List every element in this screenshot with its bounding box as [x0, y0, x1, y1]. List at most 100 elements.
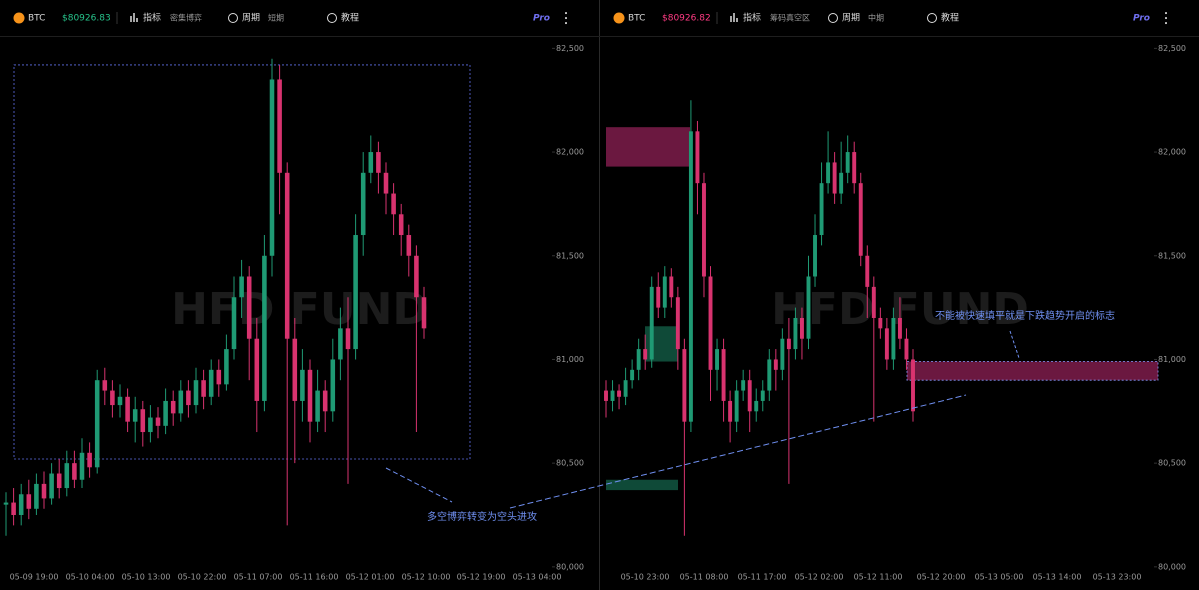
tutorial[interactable]: 教程 [941, 12, 959, 24]
candle-body [170, 400, 176, 414]
candle-body [269, 79, 275, 256]
candle-body [610, 390, 615, 401]
tutorial-icon [327, 13, 337, 23]
candle-body [383, 172, 389, 194]
coin-icon [13, 12, 25, 24]
candle-body [839, 172, 844, 194]
candle-body [675, 297, 680, 350]
candle-body [636, 349, 641, 370]
x-tick-label: 05-12 19:00 [457, 573, 506, 582]
candle-body [178, 390, 184, 414]
candle-body [353, 235, 358, 350]
candle-body [728, 400, 733, 422]
tutorial-icon [927, 13, 937, 23]
candle-body [819, 183, 824, 236]
candle-body [662, 276, 667, 308]
candle-body [125, 396, 130, 422]
candle-body [845, 152, 850, 173]
vacuum-zone [906, 361, 1159, 381]
candle-body [307, 369, 313, 422]
indicator-label[interactable]: 指标 [743, 12, 761, 24]
watermark: HFD FUND [171, 284, 429, 335]
x-tick-label: 05-10 23:00 [621, 573, 670, 582]
candle-body [315, 390, 320, 422]
candle-body [406, 235, 412, 256]
candle-body [330, 359, 336, 412]
candle-body [79, 452, 85, 480]
candle-body [376, 152, 381, 173]
vacuum-zone [606, 479, 678, 491]
indicator-value[interactable]: 密集博弈 [170, 13, 202, 23]
candle-body [421, 297, 427, 329]
candle-body [414, 255, 419, 298]
candle-body [338, 328, 343, 360]
y-tick-label: 80,000 [1158, 562, 1186, 571]
candle-body [56, 473, 62, 489]
candle-body [897, 317, 902, 339]
tutorial[interactable]: 教程 [341, 12, 359, 24]
annotation-arrow [385, 467, 453, 503]
candle-body [277, 79, 282, 173]
candle-body [224, 349, 229, 385]
coin-icon [613, 12, 625, 24]
candle-body [702, 183, 706, 277]
candle-body [163, 400, 168, 426]
candle-body [604, 390, 608, 401]
candle-body [208, 369, 214, 397]
symbol[interactable]: BTC [28, 14, 45, 24]
symbol[interactable]: BTC [628, 14, 645, 24]
indicator-value[interactable]: 筹码真空区 [770, 13, 810, 23]
candle-body [617, 390, 622, 397]
period-label[interactable]: 周期 [842, 13, 860, 24]
period-value[interactable]: 中期 [868, 13, 884, 23]
candle-body [345, 328, 351, 350]
candle-body [669, 276, 674, 298]
candle-body [891, 317, 896, 360]
candle-body [155, 417, 161, 426]
annotation: 不能被快速填平就是下跌趋势开启的标志 [935, 309, 1115, 322]
candle-body [780, 338, 785, 370]
candle-body [708, 276, 713, 370]
range-box [13, 64, 471, 460]
candle-body [852, 152, 857, 184]
x-tick-label: 05-10 22:00 [178, 573, 227, 582]
pro[interactable]: Pro [1133, 14, 1150, 24]
y-tick-label: 82,500 [1158, 44, 1186, 53]
candle-body [871, 286, 876, 318]
x-tick-label: 05-11 08:00 [680, 573, 729, 582]
vacuum-zone [606, 127, 690, 167]
candle-body [734, 390, 739, 422]
x-tick-label: 05-13 14:00 [1033, 573, 1082, 582]
pro[interactable]: Pro [533, 14, 550, 24]
candle-body [322, 390, 328, 412]
candle-body [11, 502, 16, 516]
indicator-label[interactable]: 指标 [143, 12, 161, 24]
candle-body [18, 494, 24, 516]
candle-body [216, 369, 222, 385]
candle-body [773, 359, 778, 370]
period-value[interactable]: 短期 [268, 13, 284, 23]
x-tick-label: 05-10 13:00 [122, 573, 171, 582]
period-label[interactable]: 周期 [242, 13, 260, 24]
period-icon [828, 13, 838, 23]
candle-body [767, 359, 772, 391]
candle-body [87, 452, 92, 468]
x-tick-label: 05-12 01:00 [346, 573, 395, 582]
candle-body [904, 338, 909, 360]
x-tick-label: 05-12 20:00 [917, 573, 966, 582]
candle-body [391, 193, 396, 215]
candle-body [110, 390, 115, 406]
candle-body [721, 349, 726, 401]
candle-body [41, 483, 47, 499]
candle-body [193, 380, 199, 406]
candle-body [284, 172, 290, 339]
candle-body [26, 494, 32, 509]
candle-body [49, 473, 54, 499]
candle-body [398, 214, 404, 236]
candle-body [858, 183, 863, 256]
candle-body [292, 338, 298, 401]
indicator-icon [730, 13, 738, 22]
y-tick-label: 80,000 [556, 562, 584, 571]
candle-body [813, 235, 817, 277]
